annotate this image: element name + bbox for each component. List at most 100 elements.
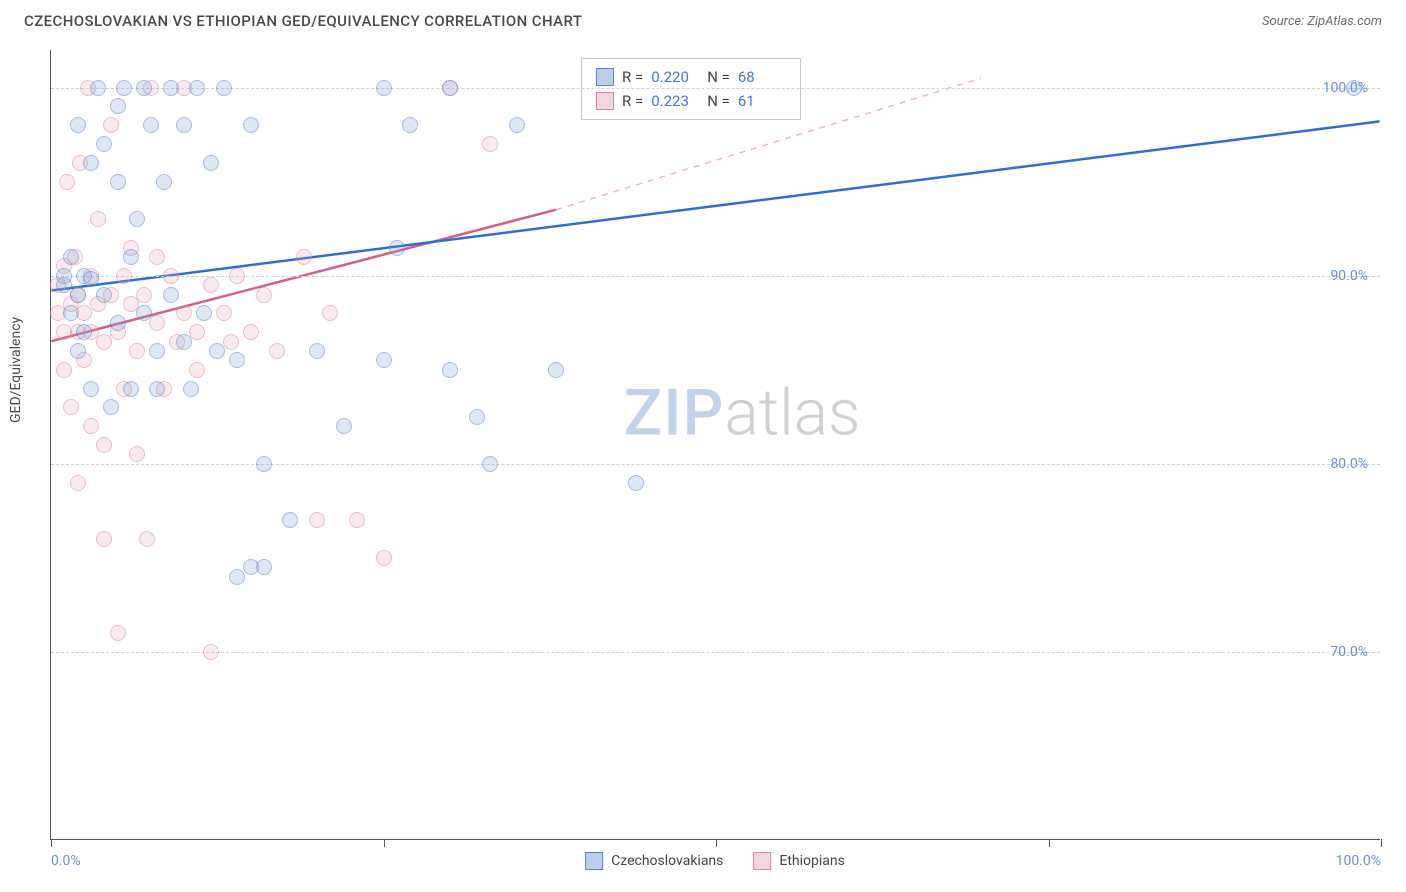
czechoslovakians-point (176, 117, 192, 133)
legend-swatch (596, 92, 614, 110)
czechoslovakians-point (389, 240, 405, 256)
czechoslovakians-point (56, 268, 72, 284)
czechoslovakians-point (163, 80, 179, 96)
czechoslovakians-point (110, 315, 126, 331)
czechoslovakians-point (163, 287, 179, 303)
ethiopians-point (482, 136, 498, 152)
legend-label: Czechoslovakians (611, 853, 723, 869)
czechoslovakians-point (110, 98, 126, 114)
n-label: N = (707, 89, 730, 113)
y-axis-label: GED/Equivalency (8, 316, 24, 422)
x-tick (1049, 839, 1050, 847)
czechoslovakians-point (136, 80, 152, 96)
czechoslovakians-point (83, 155, 99, 171)
czechoslovakians-point (282, 512, 298, 528)
czechoslovakians-point (216, 80, 232, 96)
czechoslovakians-point (156, 174, 172, 190)
x-tick (384, 839, 385, 847)
stats-row: R = 0.220 N = 68 (596, 65, 786, 89)
ethiopians-point (116, 268, 132, 284)
ethiopians-point (59, 174, 75, 190)
trendlines-layer (51, 50, 1380, 839)
r-label: R = (622, 65, 643, 89)
czechoslovakians-point (203, 155, 219, 171)
ethiopians-point (256, 287, 272, 303)
source-attribution: Source: ZipAtlas.com (1262, 14, 1382, 29)
ethiopians-point (229, 268, 245, 284)
czechoslovakians-point (110, 174, 126, 190)
n-value: 68 (738, 65, 786, 89)
czechoslovakians-point (103, 399, 119, 415)
bottom-legend: CzechoslovakiansEthiopians (585, 852, 845, 870)
czechoslovakians-point (70, 117, 86, 133)
czechoslovakians-point (336, 418, 352, 434)
r-label: R = (622, 89, 643, 113)
ethiopians-point (296, 249, 312, 265)
czechoslovakians-point (143, 117, 159, 133)
czechoslovakians-point (509, 117, 525, 133)
ethiopians-point (322, 305, 338, 321)
n-label: N = (707, 65, 730, 89)
czechoslovakians-point (149, 343, 165, 359)
czechoslovakians-point (149, 381, 165, 397)
x-tick-label: 0.0% (51, 853, 81, 869)
ethiopians-point (149, 249, 165, 265)
ethiopians-point (223, 334, 239, 350)
ethiopians-point (110, 625, 126, 641)
trendline (51, 121, 1379, 290)
czechoslovakians-point (376, 352, 392, 368)
czechoslovakians-point (196, 305, 212, 321)
czechoslovakians-point (229, 352, 245, 368)
stats-row: R = 0.223 N = 61 (596, 89, 786, 113)
n-value: 61 (738, 89, 786, 113)
czechoslovakians-point (1346, 80, 1362, 96)
czechoslovakians-point (442, 80, 458, 96)
y-tick-label: 90.0% (1330, 268, 1368, 284)
czechoslovakians-point (83, 271, 99, 287)
ethiopians-point (189, 362, 205, 378)
czechoslovakians-point (183, 381, 199, 397)
ethiopians-point (56, 362, 72, 378)
y-tick-label: 80.0% (1330, 456, 1368, 472)
ethiopians-point (203, 277, 219, 293)
ethiopians-point (63, 399, 79, 415)
ethiopians-point (83, 418, 99, 434)
czechoslovakians-point (402, 117, 418, 133)
ethiopians-point (129, 343, 145, 359)
x-tick-label: 100.0% (1336, 853, 1381, 869)
ethiopians-point (136, 287, 152, 303)
ethiopians-point (96, 531, 112, 547)
czechoslovakians-point (548, 362, 564, 378)
czechoslovakians-point (469, 409, 485, 425)
czechoslovakians-point (90, 80, 106, 96)
czechoslovakians-point (628, 475, 644, 491)
czechoslovakians-point (129, 211, 145, 227)
ethiopians-point (176, 305, 192, 321)
x-tick (51, 839, 52, 847)
legend-swatch (753, 852, 771, 870)
watermark: ZIPatlas (624, 375, 861, 450)
czechoslovakians-point (70, 343, 86, 359)
r-value: 0.223 (651, 89, 699, 113)
gridline (51, 464, 1380, 465)
ethiopians-point (376, 550, 392, 566)
czechoslovakians-point (442, 362, 458, 378)
chart-title: CZECHOSLOVAKIAN VS ETHIOPIAN GED/EQUIVAL… (24, 12, 582, 30)
stats-box: R = 0.220 N = 68 R = 0.223 N = 61 (581, 58, 801, 120)
ethiopians-point (103, 117, 119, 133)
plot-area: GED/Equivalency ZIPatlas R = 0.220 N = 6… (50, 50, 1380, 840)
czechoslovakians-point (243, 117, 259, 133)
ethiopians-point (216, 305, 232, 321)
ethiopians-point (189, 324, 205, 340)
ethiopians-point (309, 512, 325, 528)
legend-swatch (596, 68, 614, 86)
czechoslovakians-point (63, 249, 79, 265)
czechoslovakians-point (96, 287, 112, 303)
czechoslovakians-point (123, 381, 139, 397)
ethiopians-point (96, 437, 112, 453)
ethiopians-point (149, 315, 165, 331)
czechoslovakians-point (96, 136, 112, 152)
czechoslovakians-point (189, 80, 205, 96)
ethiopians-point (269, 343, 285, 359)
ethiopians-point (70, 475, 86, 491)
